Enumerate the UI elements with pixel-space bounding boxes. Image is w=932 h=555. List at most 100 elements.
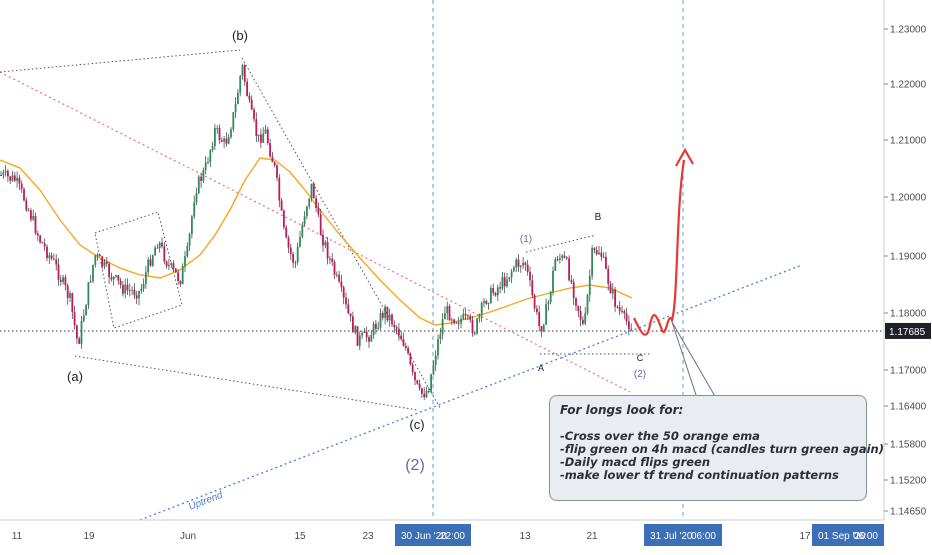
candle-body (50, 255, 53, 259)
candle-body (188, 234, 191, 247)
callout-pointer (671, 321, 717, 399)
price-tick-label: 1.23000 (890, 25, 927, 36)
candle-body (218, 128, 221, 141)
forecast-path (633, 159, 686, 336)
note-line-2: -flip green on 4h macd (candles turn gre… (560, 442, 884, 456)
candle-body (342, 287, 345, 298)
candle-body (174, 268, 177, 273)
candle-body (315, 198, 317, 209)
time-badge-bg (395, 524, 471, 546)
candle-body (66, 285, 69, 298)
candle-body (533, 295, 536, 309)
candle-body (76, 325, 78, 339)
candle-body (197, 176, 200, 194)
wave-label-2-small: (2) (634, 369, 646, 380)
candle-body (34, 215, 37, 234)
candle-body (326, 242, 329, 259)
candle-body (23, 189, 25, 201)
candle-body (593, 248, 596, 250)
candle-body (283, 210, 285, 228)
candle-body (82, 315, 85, 321)
wave-label-1: (1) (520, 234, 532, 245)
time-badge-date: 01 Sep '20 (818, 531, 866, 542)
candle-body (292, 253, 294, 263)
candle-body (319, 214, 322, 235)
candle-body (92, 264, 94, 282)
candle-body (377, 327, 380, 329)
current-price-label: 1.17685 (889, 327, 926, 338)
time-tick-label: 21 (586, 531, 598, 542)
candle-body (483, 300, 485, 303)
candle-body (506, 279, 508, 287)
candle-body (570, 280, 573, 283)
candle-body (572, 282, 575, 299)
candle-body (172, 263, 175, 269)
candle-body (122, 284, 124, 294)
wave-line (241, 57, 441, 409)
candle-body (485, 300, 488, 304)
candle-body (299, 236, 301, 247)
candle-body (4, 170, 7, 173)
candle-body (285, 227, 288, 238)
candle-body (588, 275, 591, 296)
candle-body (273, 162, 276, 166)
candle-body (591, 248, 593, 276)
candle-body (554, 259, 557, 271)
candle-body (147, 259, 150, 273)
candle-body (529, 271, 531, 281)
time-tick-label: 13 (519, 531, 531, 542)
candle-body (522, 262, 524, 266)
candle-body (191, 216, 193, 235)
candle-body (510, 271, 513, 278)
uptrend-line (139, 264, 803, 521)
candle-body (582, 319, 584, 324)
candle-body (395, 327, 398, 329)
candle-body (246, 81, 248, 96)
price-axis: 1.23000 1.22000 1.21000 1.20000 1.19000 1.180… (884, 25, 927, 518)
time-tick-label: 23 (362, 531, 374, 542)
candle-body (248, 95, 251, 100)
candle-body (402, 339, 405, 346)
candle-body (214, 128, 216, 147)
candle-body (119, 280, 122, 285)
candle-body (41, 242, 44, 244)
candle-body (241, 65, 244, 77)
note-line-1: -Cross over the 50 orange ema (560, 429, 760, 443)
candle-body (71, 293, 74, 313)
candle-body (524, 262, 527, 265)
price-tick-label: 1.18000 (890, 309, 927, 320)
candle-body (561, 255, 564, 259)
candle-body (384, 306, 386, 318)
candle-body (356, 326, 359, 346)
wave-label-C: C (637, 353, 644, 363)
candle-body (577, 305, 580, 312)
candle-body (308, 198, 311, 207)
candle-body (179, 281, 182, 285)
candle-body (457, 322, 460, 324)
candle-body (365, 331, 368, 338)
candle-body (301, 224, 304, 237)
candle-body (432, 364, 435, 375)
candle-body (628, 321, 630, 330)
candle-body (11, 175, 14, 181)
candle-body (469, 315, 472, 320)
time-badge-date: 31 Jul '20 (650, 531, 693, 542)
candle-body (223, 138, 225, 142)
candle-body (434, 355, 437, 365)
candle-body (287, 237, 290, 248)
candle-body (103, 262, 106, 267)
ema-50-line (0, 157, 633, 326)
candle-body (255, 119, 258, 137)
candle-body (87, 282, 90, 306)
candle-body (204, 162, 207, 171)
candle-body (200, 176, 202, 181)
candle-body (165, 261, 168, 267)
candle-body (393, 324, 396, 328)
candle-body (616, 306, 619, 308)
candle-body (55, 259, 58, 265)
candle-body (540, 326, 543, 332)
uptrend-label: Uptrend (187, 490, 225, 513)
candle-body (94, 255, 97, 265)
price-tick-label: 1.14650 (890, 507, 927, 518)
